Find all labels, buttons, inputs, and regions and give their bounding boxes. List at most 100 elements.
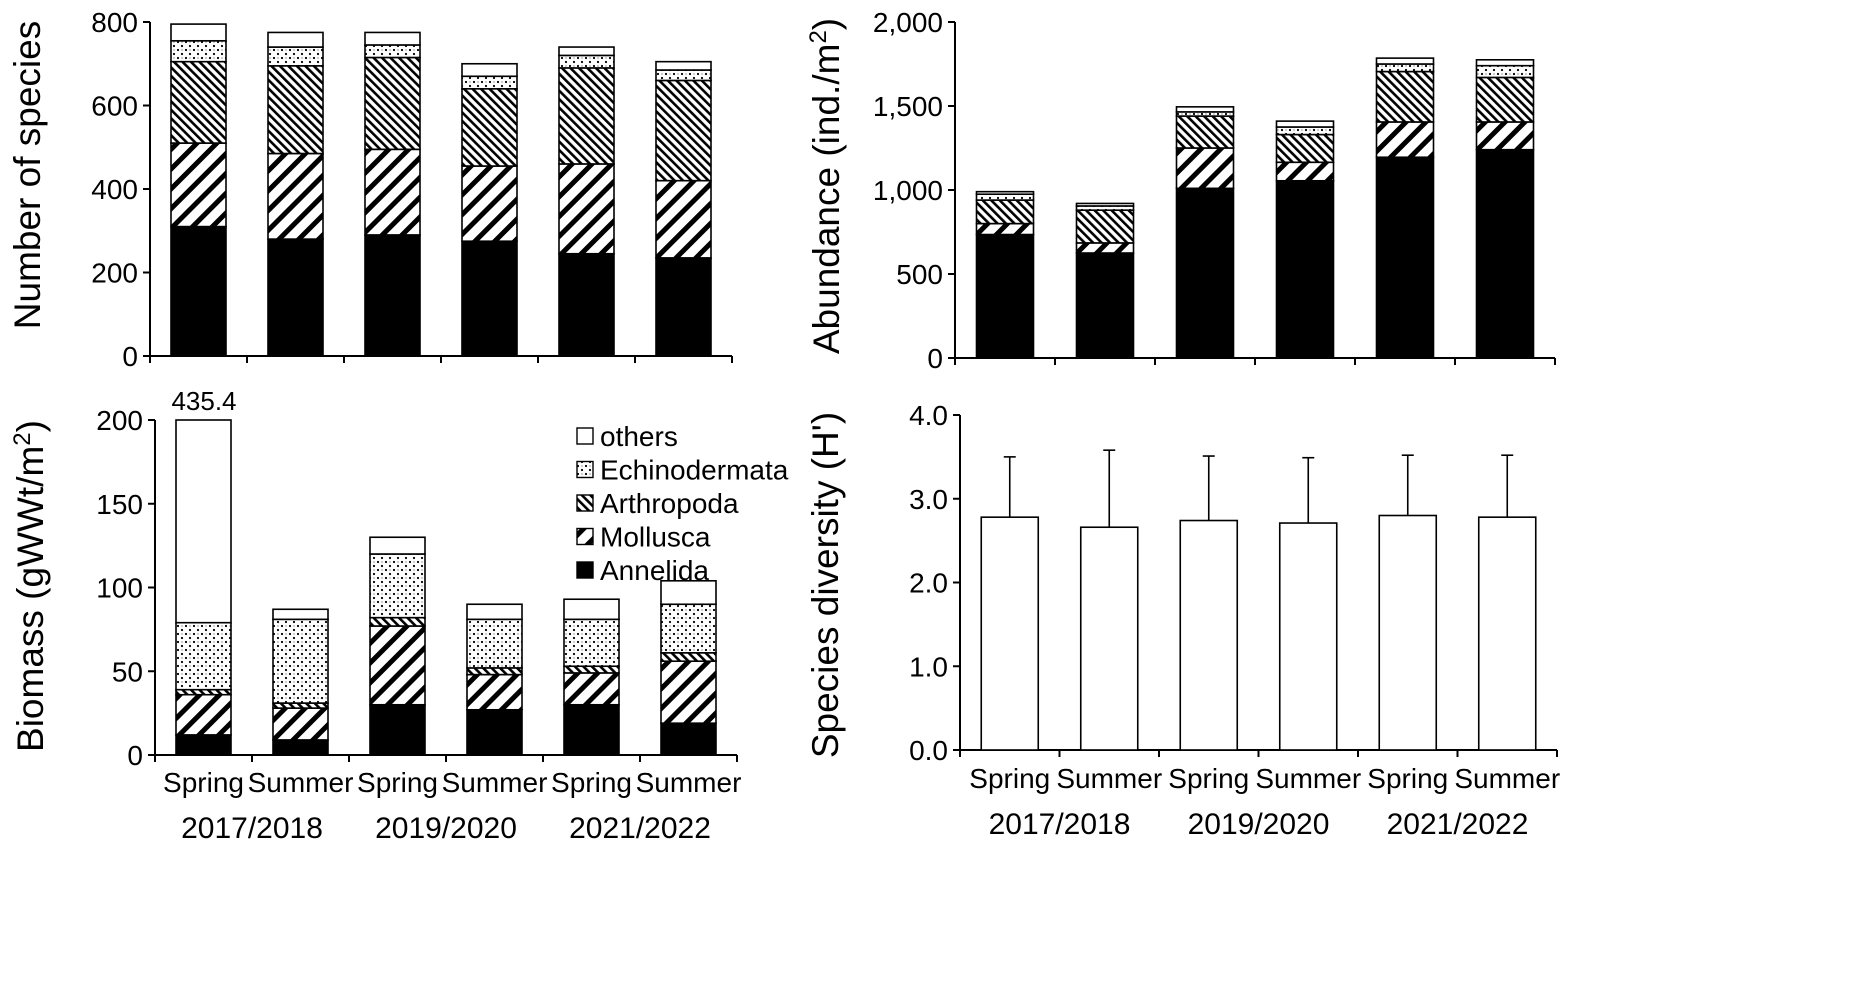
bar-others-2 xyxy=(272,608,329,621)
y-tick-label: 0 xyxy=(122,341,138,372)
bar-echinodermata-3 xyxy=(364,44,421,59)
y-tick-label: 800 xyxy=(91,7,138,38)
bar-others-5 xyxy=(558,46,615,57)
bars xyxy=(975,57,1535,359)
bar-others-1 xyxy=(175,419,232,624)
bar-others-2 xyxy=(267,31,324,48)
bar-arthropoda-5 xyxy=(563,665,620,674)
bar-annelida-5 xyxy=(1375,156,1435,359)
bar-echinodermata-4 xyxy=(466,618,523,669)
bar-arthropoda-1 xyxy=(170,60,227,144)
bar-arthropoda-6 xyxy=(660,652,717,663)
bar-echinodermata-6 xyxy=(655,69,712,82)
x-category-label: Spring xyxy=(551,767,632,798)
bar-others-2 xyxy=(1075,202,1135,207)
bar-diversity-2 xyxy=(1079,526,1139,751)
y-tick-labels: 0.0 1.0 2.0 3.0 4.0 xyxy=(909,400,948,766)
y-axis-label: Number of species xyxy=(7,21,48,329)
legend-swatch-mollusca xyxy=(576,527,594,546)
bar-mollusca-2 xyxy=(1075,242,1135,254)
x-group-label: 2017/2018 xyxy=(989,808,1131,841)
bar-mollusca-4 xyxy=(1275,161,1335,182)
y-tick-label: 3.0 xyxy=(909,484,948,515)
bar-echinodermata-5 xyxy=(558,54,615,69)
bar-mollusca-4 xyxy=(461,165,518,242)
bar-arthropoda-6 xyxy=(1475,76,1535,123)
x-category-label: Summer xyxy=(442,767,548,798)
bar-echinodermata-1 xyxy=(175,621,232,691)
bar-arthropoda-4 xyxy=(461,88,518,167)
bar-others-1 xyxy=(170,23,227,42)
x-category-labels: Spring Summer Spring Summer Spring Summer xyxy=(969,763,1560,794)
x-category-label: Summer xyxy=(1454,763,1560,794)
bar-diversity-6 xyxy=(1477,516,1537,751)
bar-diversity-4 xyxy=(1278,522,1338,751)
y-tick-label: 0.0 xyxy=(909,735,948,766)
y-tick-label: 200 xyxy=(96,405,143,436)
x-group-label: 2019/2020 xyxy=(375,812,517,845)
bar-arthropoda-4 xyxy=(466,667,523,676)
y-tick-label: 2.0 xyxy=(909,568,948,599)
bar-annelida-2 xyxy=(1075,252,1135,359)
bar-annelida-4 xyxy=(461,240,518,357)
y-tick-label: 150 xyxy=(96,489,143,520)
bar-mollusca-6 xyxy=(660,660,717,724)
bars xyxy=(175,419,717,756)
bar-annelida-3 xyxy=(1175,187,1235,359)
bar-mollusca-6 xyxy=(1475,121,1535,151)
bar-arthropoda-3 xyxy=(364,56,421,151)
bar-arthropoda-2 xyxy=(267,65,324,155)
bar-echinodermata-4 xyxy=(1275,126,1335,136)
x-group-label: 2019/2020 xyxy=(1188,808,1330,841)
y-ticks xyxy=(143,21,733,363)
legend-label-echinodermata: Echinodermata xyxy=(600,455,789,486)
y-tick-label: 50 xyxy=(112,656,143,687)
legend-label-others: others xyxy=(600,421,678,452)
x-category-label: Spring xyxy=(1367,763,1448,794)
y-tick-label: 400 xyxy=(91,174,138,205)
bar-echinodermata-4 xyxy=(461,75,518,90)
y-ticks xyxy=(948,21,1556,365)
y-tick-label: 0 xyxy=(927,343,943,374)
bar-annelida-4 xyxy=(1275,179,1335,359)
bar-annelida-6 xyxy=(655,257,712,357)
bar-annelida-1 xyxy=(170,225,227,357)
y-tick-label: 600 xyxy=(91,91,138,122)
bar-mollusca-3 xyxy=(364,148,421,236)
bar-annelida-5 xyxy=(563,703,620,756)
y-tick-label: 500 xyxy=(896,259,943,290)
y-tick-label: 1,000 xyxy=(873,175,943,206)
bar-others-3 xyxy=(364,31,421,46)
x-group-labels: 2017/2018 2019/2020 2021/2022 xyxy=(181,812,711,845)
legend-label-arthropoda: Arthropoda xyxy=(600,488,739,519)
x-group-label: 2021/2022 xyxy=(1387,808,1529,841)
bar-arthropoda-3 xyxy=(369,616,426,627)
bar-mollusca-2 xyxy=(272,707,329,741)
bar-mollusca-6 xyxy=(655,179,712,259)
y-tick-labels: 0 500 1,000 1,500 2,000 xyxy=(873,7,943,374)
legend-swatch-annelida xyxy=(576,561,594,579)
bar-mollusca-3 xyxy=(1175,147,1235,190)
bar-annelida-3 xyxy=(369,703,426,756)
bar-mollusca-4 xyxy=(466,673,523,711)
bar-others-4 xyxy=(1275,120,1335,128)
bar-annelida-1 xyxy=(175,734,232,756)
x-group-label: 2021/2022 xyxy=(569,812,711,845)
x-category-label: Summer xyxy=(1255,763,1361,794)
bar-echinodermata-5 xyxy=(563,618,620,668)
x-category-label: Spring xyxy=(969,763,1050,794)
bars xyxy=(170,23,712,357)
bar-others-3 xyxy=(369,536,426,555)
legend-swatch-arthropoda xyxy=(576,494,594,512)
y-axis-label: Biomass (gWWt/m2) xyxy=(9,420,51,752)
bar-arthropoda-5 xyxy=(558,67,615,165)
y-tick-label: 2,000 xyxy=(873,7,943,38)
chart-diversity-panel: 0.01.02.03.04.0 Spring Summer Spring Summer… xyxy=(805,400,1560,841)
legend-swatch-others xyxy=(576,427,594,445)
bar-mollusca-2 xyxy=(267,152,324,240)
y-tick-label: 200 xyxy=(91,258,138,289)
bar-annelida-2 xyxy=(267,238,324,357)
bar-annelida-2 xyxy=(272,739,329,756)
x-category-label: Summer xyxy=(248,767,354,798)
